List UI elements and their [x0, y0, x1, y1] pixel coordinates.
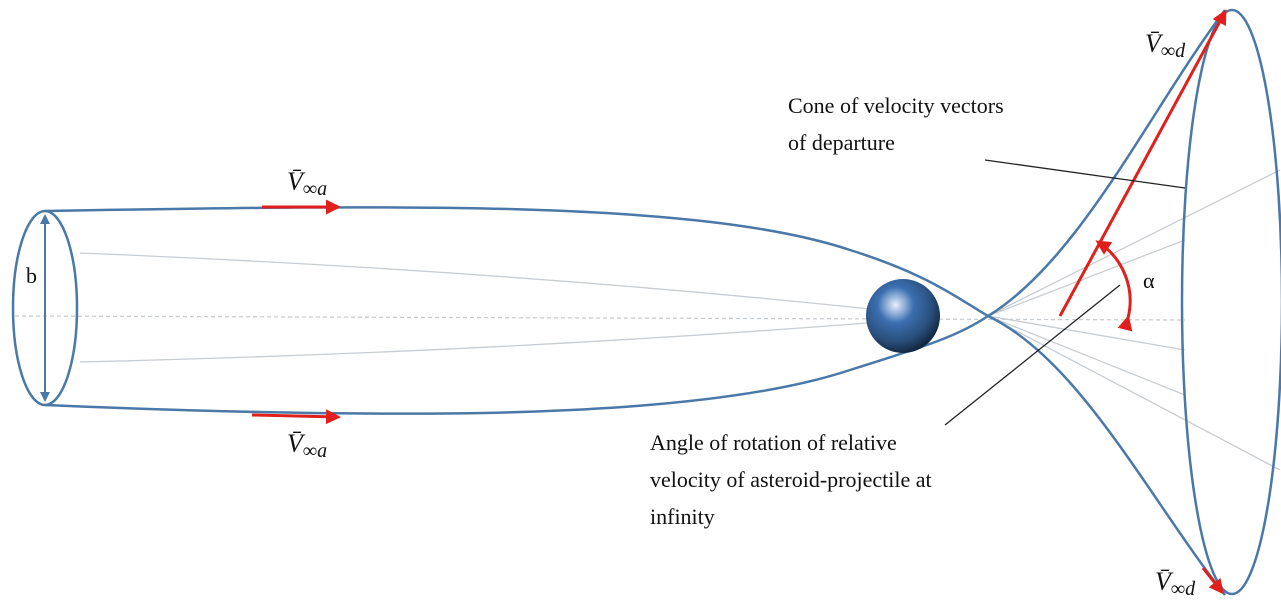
angle-label: infinity — [650, 504, 715, 529]
label-alpha: α — [1143, 268, 1155, 293]
label-v-departure: V̄∞d — [1145, 29, 1186, 62]
angle-label: velocity of asteroid-projectile at — [650, 467, 932, 492]
trajectories — [13, 10, 1281, 595]
diagram: b α V̄∞a V̄∞a V̄∞d V̄∞d Cone of velocity… — [0, 0, 1281, 606]
label-b: b — [26, 263, 37, 288]
cone-label: of departure — [788, 130, 895, 155]
label-v-departure: V̄∞d — [1155, 567, 1196, 600]
earth — [866, 279, 940, 353]
subscript: ∞a — [303, 178, 327, 200]
angle-label: Angle of rotation of relative — [650, 430, 897, 455]
label-v-arrival: V̄∞a — [287, 167, 327, 200]
subscript: ∞d — [1171, 578, 1196, 600]
cone-label: Cone of velocity vectors — [788, 93, 1004, 118]
pointer-line — [985, 160, 1185, 188]
subscript: ∞a — [303, 440, 327, 462]
subscript: ∞d — [1161, 40, 1186, 62]
label-v-arrival: V̄∞a — [287, 429, 327, 462]
velocity-arrows — [252, 12, 1225, 592]
